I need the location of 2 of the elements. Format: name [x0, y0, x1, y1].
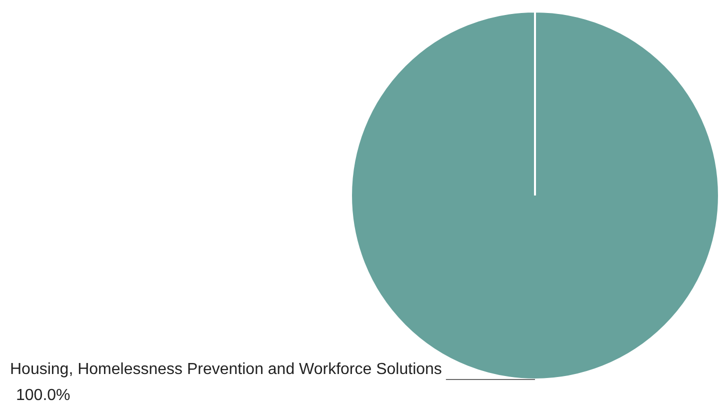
- data-label: 100.0%: [16, 386, 70, 404]
- slice-label: Housing, Homelessness Prevention and Workforce Solutions: [10, 360, 442, 378]
